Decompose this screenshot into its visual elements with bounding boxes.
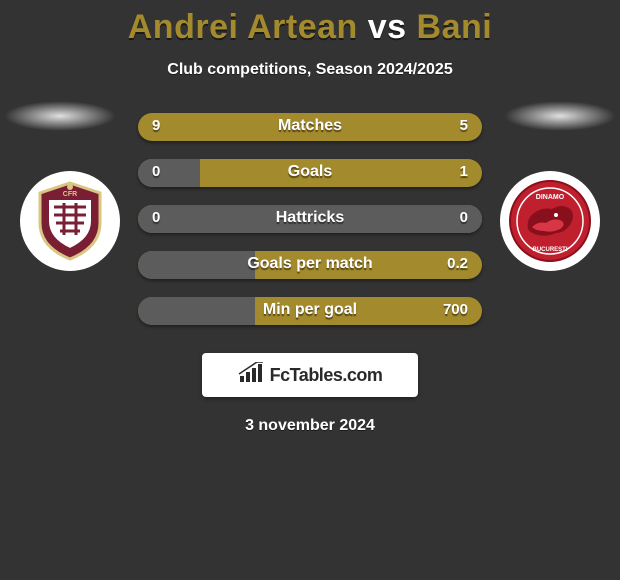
stat-row: Min per goal700 <box>138 297 482 325</box>
team-badge-right: DINAMO BUCURESTI <box>500 171 600 271</box>
date-text: 3 november 2024 <box>0 417 620 435</box>
stat-label: Goals <box>138 163 482 181</box>
crest-right-icon: DINAMO BUCURESTI <box>508 179 592 263</box>
page-title: Andrei Artean vs Bani <box>0 0 620 47</box>
stat-label: Matches <box>138 117 482 135</box>
stat-value-right: 0 <box>460 209 468 226</box>
stat-value-right: 700 <box>443 301 468 318</box>
stat-row: Goals0 1 <box>138 159 482 187</box>
stat-value-left: 9 <box>152 117 160 134</box>
chart-icon <box>238 362 264 389</box>
source-logo-text: FcTables.com <box>270 365 383 386</box>
stat-value-left: 0 <box>152 163 160 180</box>
stat-value-left: 0 <box>152 209 160 226</box>
svg-text:BUCURESTI: BUCURESTI <box>532 247 567 253</box>
title-left-name: Andrei Artean <box>128 8 358 46</box>
subtitle: Club competitions, Season 2024/2025 <box>0 61 620 79</box>
stat-label: Min per goal <box>138 301 482 319</box>
team-badge-left: CFR <box>20 171 120 271</box>
crest-left-icon: CFR <box>34 181 106 261</box>
stat-value-right: 5 <box>460 117 468 134</box>
stat-value-right: 0.2 <box>447 255 468 272</box>
stat-bars: Matches95Goals01Hattricks00Goals per mat… <box>138 113 482 325</box>
stat-label: Hattricks <box>138 209 482 227</box>
stat-label: Goals per match <box>138 255 482 273</box>
svg-text:CFR: CFR <box>63 191 77 198</box>
comparison-chart: CFR DINAMO BUCURESTI Matches95Goals01Hat… <box>0 113 620 325</box>
svg-text:DINAMO: DINAMO <box>536 194 565 201</box>
badge-shadow-left <box>4 101 116 131</box>
source-logo-box: FcTables.com <box>202 353 418 397</box>
badge-shadow-right <box>504 101 616 131</box>
stat-row: Matches9 5 <box>138 113 482 141</box>
stat-row: Goals per match0.2 <box>138 251 482 279</box>
stat-value-right: 1 <box>460 163 468 180</box>
title-vs: vs <box>368 8 407 46</box>
stat-row: Hattricks0 0 <box>138 205 482 233</box>
title-right-name: Bani <box>417 8 493 46</box>
